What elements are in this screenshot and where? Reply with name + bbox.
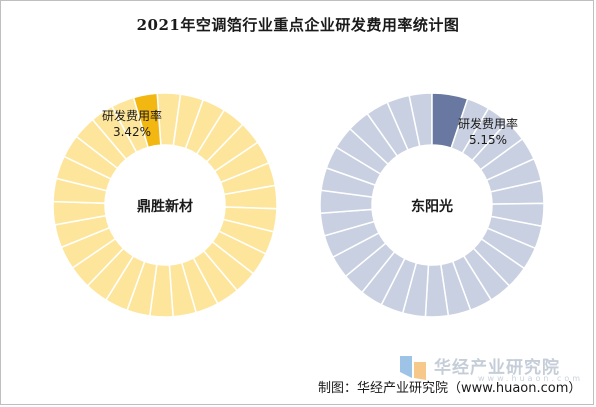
slice-series-label: 研发费用率 — [458, 116, 518, 131]
watermark-logo-icon — [400, 356, 426, 380]
donut-chart-dongyangguang: 东阳光 研发费用率 5.15% — [319, 92, 545, 318]
watermark-url: www.huaon.com — [478, 374, 584, 383]
donut-chart-dingsheng: 鼎胜新材 研发费用率 3.42% — [52, 92, 278, 318]
donut-slice-rd-rate — [132, 92, 162, 149]
watermark: 华经产业研究院 www.huaon.com — [398, 352, 588, 383]
source-note: 制图：华经产业研究院（www.huaon.com） — [318, 381, 582, 396]
slice-value-label: 3.42% — [113, 125, 151, 139]
watermark-text: 华经产业研究院 — [434, 358, 560, 378]
donut-center-label: 东阳光 — [411, 198, 453, 215]
donut-center-label: 鼎胜新材 — [137, 198, 193, 215]
chart-title: 2021年空调箔行业重点企业研发费用率统计图 — [136, 16, 460, 34]
donut-slice-rd-rate — [431, 92, 469, 150]
slice-series-label: 研发费用率 — [102, 108, 162, 123]
slice-value-label: 5.15% — [469, 133, 507, 147]
